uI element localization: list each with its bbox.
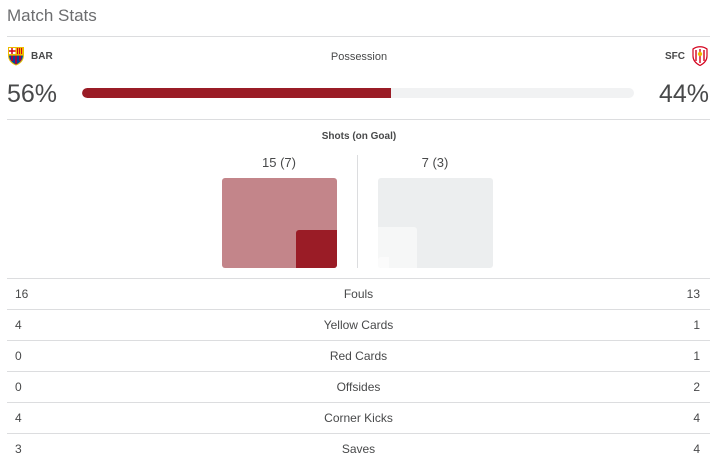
possession-bar (82, 88, 634, 98)
stat-row-offsides: 0 Offsides 2 (7, 371, 710, 402)
away-shots-count: 7 (3) (421, 155, 449, 170)
away-team: SFC (665, 46, 709, 67)
home-team: BAR (7, 46, 53, 66)
stat-name: Saves (341, 442, 376, 456)
home-shots-count: 15 (7) (262, 155, 296, 170)
home-stat-value: 4 (15, 411, 22, 425)
stat-row-fouls: 16 Fouls 13 (7, 278, 710, 309)
barcelona-crest-icon (7, 46, 25, 66)
possession-divider (7, 119, 710, 120)
stat-row-red-cards: 0 Red Cards 1 (7, 340, 710, 371)
shots-divider (357, 155, 358, 268)
home-stat-value: 0 (15, 349, 22, 363)
stat-name: Yellow Cards (323, 318, 394, 332)
stat-row-corner-kicks: 4 Corner Kicks 4 (7, 402, 710, 433)
home-shots-on-goal-box (296, 230, 337, 268)
away-team-abbr: SFC (665, 50, 685, 62)
stat-name: Corner Kicks (324, 411, 393, 425)
home-shots-box (222, 178, 337, 268)
away-shots-on-goal-box (378, 257, 389, 268)
away-stat-value: 2 (693, 380, 700, 394)
stats-table: 16 Fouls 13 4 Yellow Cards 1 0 Red Cards… (7, 278, 710, 464)
away-stat-value: 4 (693, 442, 700, 456)
away-possession-value: 44% (658, 80, 709, 108)
shots-label: Shots (on Goal) (321, 131, 397, 142)
sevilla-crest-icon (691, 46, 709, 67)
stat-name: Fouls (343, 287, 374, 301)
header-divider (7, 36, 710, 37)
away-stat-value: 1 (693, 349, 700, 363)
home-stat-value: 0 (15, 380, 22, 394)
stat-row-saves: 3 Saves 4 (7, 433, 710, 464)
home-stat-value: 4 (15, 318, 22, 332)
away-shots-box (378, 178, 493, 268)
stat-name: Red Cards (329, 349, 388, 363)
home-team-abbr: BAR (31, 50, 53, 62)
possession-label: Possession (330, 51, 388, 63)
home-stat-value: 3 (15, 442, 22, 456)
home-stat-value: 16 (15, 287, 29, 301)
match-stats-title: Match Stats (7, 6, 97, 25)
stat-name: Offsides (336, 380, 381, 394)
away-stat-value: 1 (693, 318, 700, 332)
home-possession-value: 56% (7, 80, 58, 108)
away-stat-value: 4 (693, 411, 700, 425)
possession-bar-home-fill (82, 88, 392, 98)
away-stat-value: 13 (686, 287, 700, 301)
stat-row-yellow-cards: 4 Yellow Cards 1 (7, 309, 710, 340)
